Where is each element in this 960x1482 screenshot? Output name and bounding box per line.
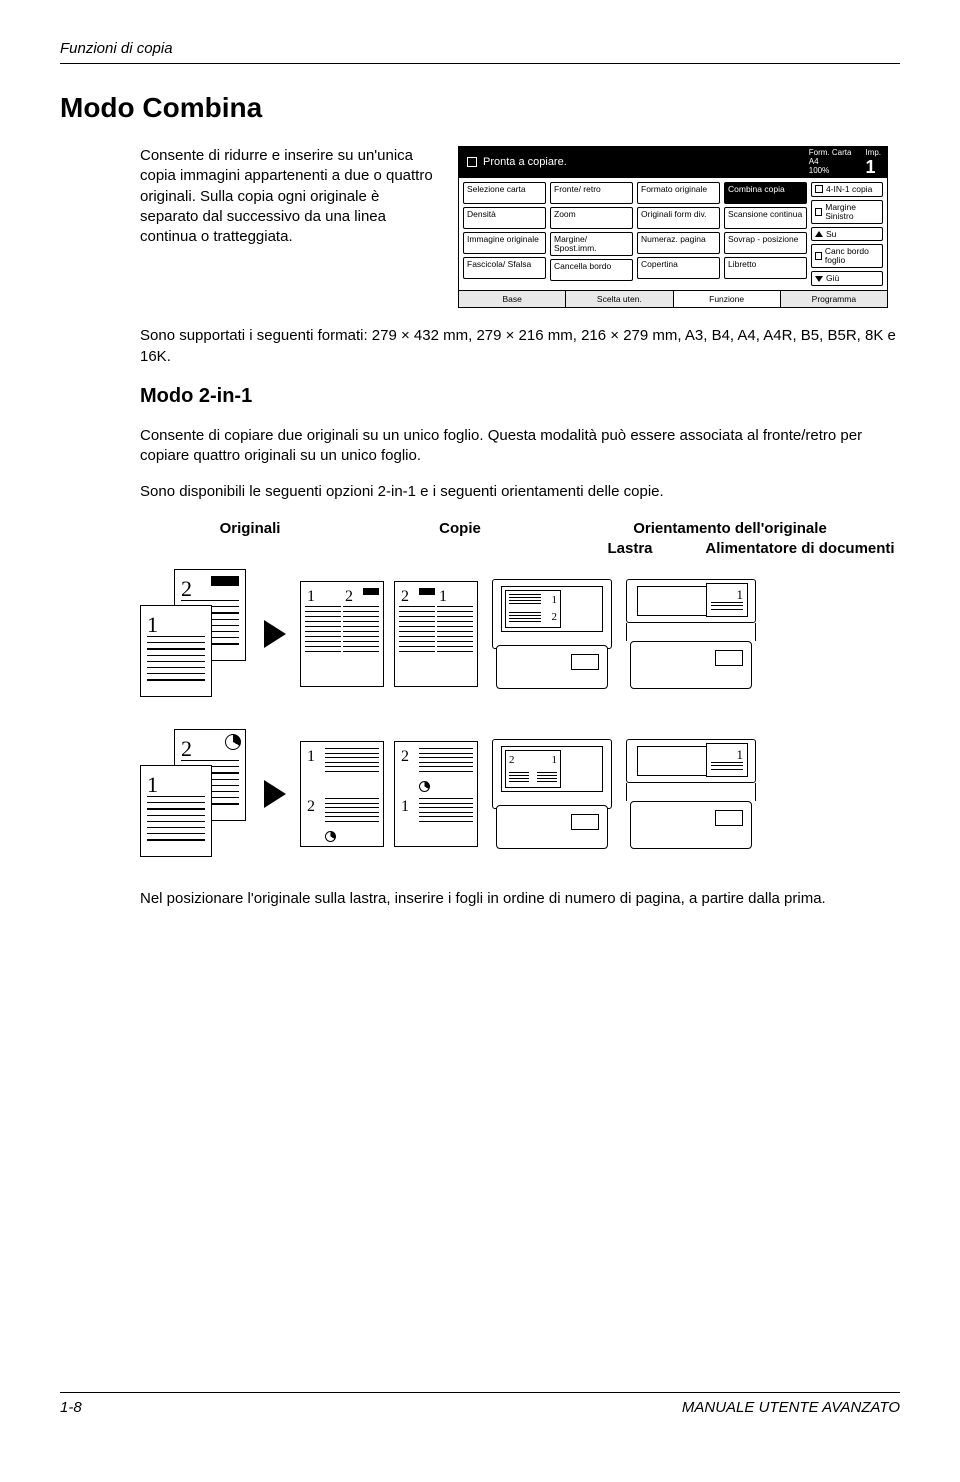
diagram-row-1: 2 1 1 2 2 1 bbox=[140, 569, 900, 699]
btn-formato-originale[interactable]: Formato originale bbox=[637, 182, 720, 204]
btn-fronte-retro[interactable]: Fronte/ retro bbox=[550, 182, 633, 204]
tab-base[interactable]: Base bbox=[459, 291, 566, 307]
btn-numeraz-pagina[interactable]: Numeraz. pagina bbox=[637, 232, 720, 254]
table-header: Originali Copie Orientamento dell'origin… bbox=[140, 519, 900, 539]
originals-stack: 2 1 bbox=[140, 569, 250, 699]
panel-title: Pronta a copiare. bbox=[483, 156, 567, 168]
tab-programma[interactable]: Programma bbox=[781, 291, 887, 307]
panel-col-4: Combina copia Scansione continua Sovrap … bbox=[724, 182, 807, 286]
th-copie: Copie bbox=[360, 519, 560, 539]
btn-immagine-originale[interactable]: Immagine originale bbox=[463, 232, 546, 254]
btn-sovrapposizione[interactable]: Sovrap - posizione bbox=[724, 232, 807, 254]
panel-col-2: Fronte/ retro Zoom Margine/ Spost.imm. C… bbox=[550, 182, 633, 286]
scanner-adf: 1 bbox=[626, 579, 756, 689]
btn-copertina[interactable]: Copertina bbox=[637, 257, 720, 279]
th-orientamento: Orientamento dell'originale bbox=[560, 519, 900, 539]
panel-side: 4-IN-1 copia Margine Sinistro Su Canc bo… bbox=[811, 182, 883, 286]
scanner-adf-2: 1 bbox=[626, 739, 756, 849]
panel-title-bar: Pronta a copiare. bbox=[459, 147, 803, 178]
copies-group-2: 1 2 2 1 bbox=[300, 741, 478, 847]
th-adf: Alimentatore di documenti bbox=[700, 539, 900, 559]
scanner-lastra: 1 2 bbox=[492, 579, 612, 689]
arrow-icon bbox=[264, 620, 286, 648]
copy-page-12: 1 2 bbox=[300, 581, 384, 687]
btn-fascicola[interactable]: Fascicola/ Sfalsa bbox=[463, 257, 546, 279]
note-positioning: Nel posizionare l'originale sulla lastra… bbox=[140, 889, 900, 909]
panel-tabs: Base Scelta uten. Funzione Programma bbox=[459, 290, 887, 307]
th-lastra: Lastra bbox=[560, 539, 700, 559]
btn-densita[interactable]: Densità bbox=[463, 207, 546, 229]
btn-originali-form-div[interactable]: Originali form div. bbox=[637, 207, 720, 229]
panel-col-3: Formato originale Originali form div. Nu… bbox=[637, 182, 720, 286]
th-originali: Originali bbox=[140, 519, 360, 539]
rule-top bbox=[60, 63, 900, 64]
running-head: Funzioni di copia bbox=[60, 40, 900, 57]
side-4in1[interactable]: 4-IN-1 copia bbox=[811, 182, 883, 197]
side-canc-bordo[interactable]: Canc bordo foglio bbox=[811, 244, 883, 268]
copy-page-21: 2 1 bbox=[394, 581, 478, 687]
page-footer: 1-8 MANUALE UTENTE AVANZATO bbox=[60, 1392, 900, 1416]
supported-formats: Sono supportati i seguenti formati: 279 … bbox=[140, 326, 900, 367]
status-icon bbox=[467, 157, 477, 167]
panel-col-1: Selezione carta Densità Immagine origina… bbox=[463, 182, 546, 286]
side-su[interactable]: Su bbox=[811, 227, 883, 242]
side-margine-sinistro[interactable]: Margine Sinistro bbox=[811, 200, 883, 224]
btn-zoom[interactable]: Zoom bbox=[550, 207, 633, 229]
copy-page-v12: 1 2 bbox=[300, 741, 384, 847]
copy-page-v21: 2 1 bbox=[394, 741, 478, 847]
scanner-lastra-2: 2 1 bbox=[492, 739, 612, 849]
diagram-row-2: 2 1 1 2 2 1 bbox=[140, 729, 900, 859]
btn-libretto[interactable]: Libretto bbox=[724, 257, 807, 279]
tab-scelta-uten[interactable]: Scelta uten. bbox=[566, 291, 673, 307]
tab-funzione[interactable]: Funzione bbox=[674, 291, 781, 307]
side-giu[interactable]: Giù bbox=[811, 271, 883, 286]
btn-selezione-carta[interactable]: Selezione carta bbox=[463, 182, 546, 204]
p-2in1-options: Sono disponibili le seguenti opzioni 2-i… bbox=[140, 482, 900, 502]
arrow-icon bbox=[264, 780, 286, 808]
btn-margine[interactable]: Margine/ Spost.imm. bbox=[550, 232, 633, 256]
intro-paragraph: Consente di ridurre e inserire su un'uni… bbox=[140, 146, 440, 308]
manual-title: MANUALE UTENTE AVANZATO bbox=[682, 1399, 900, 1416]
heading-modo-2in1: Modo 2-in-1 bbox=[140, 383, 900, 410]
originals-stack-2: 2 1 bbox=[140, 729, 250, 859]
btn-cancella-bordo[interactable]: Cancella bordo bbox=[550, 259, 633, 281]
copier-panel: Pronta a copiare. Form. Carta A4 100% Im… bbox=[458, 146, 888, 308]
table-subheader: Lastra Alimentatore di documenti bbox=[140, 539, 900, 559]
btn-combina-copia[interactable]: Combina copia bbox=[724, 182, 807, 204]
copies-group: 1 2 2 1 bbox=[300, 581, 478, 687]
page-number: 1-8 bbox=[60, 1399, 82, 1416]
btn-scansione-continua[interactable]: Scansione continua bbox=[724, 207, 807, 229]
panel-meta: Form. Carta A4 100% Imp. 1 bbox=[803, 147, 887, 178]
p-2in1-desc: Consente di copiare due originali su un … bbox=[140, 426, 900, 467]
heading-modo-combina: Modo Combina bbox=[60, 92, 900, 124]
